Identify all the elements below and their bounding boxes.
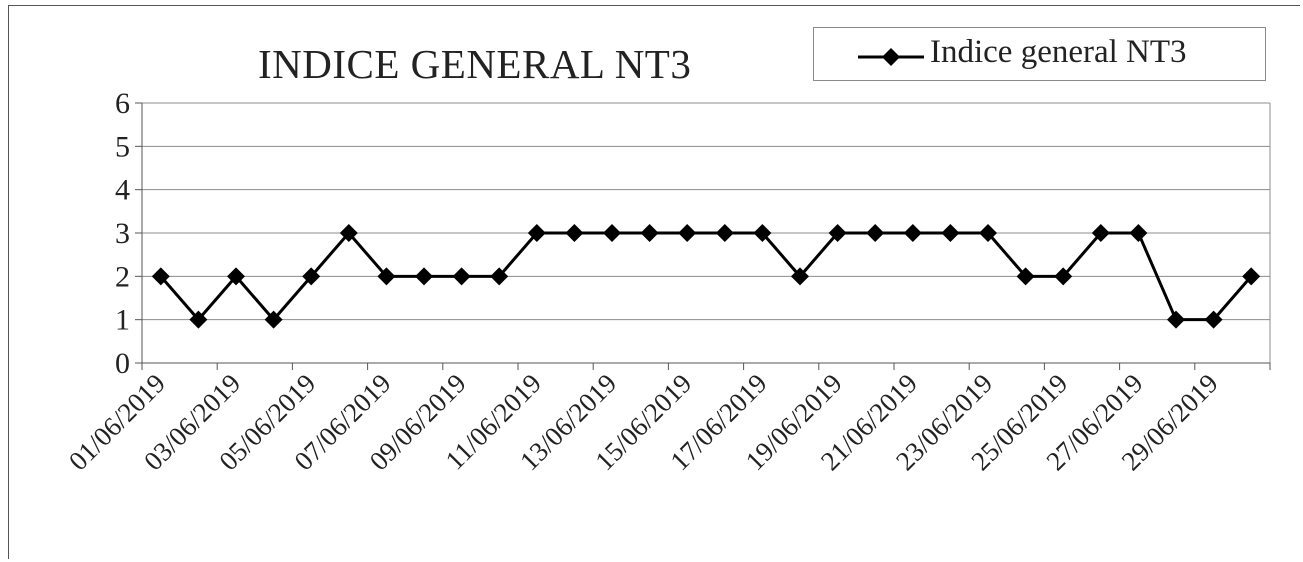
data-point-28-06-2019 bbox=[1167, 310, 1185, 329]
data-point-17-06-2019 bbox=[753, 224, 772, 242]
data-point-04-06-2019 bbox=[264, 310, 283, 329]
chart-frame bbox=[8, 5, 1300, 559]
data-point-29-06-2019 bbox=[1204, 310, 1223, 329]
y-tick-label-6: 6 bbox=[115, 87, 130, 120]
chart-title: INDICE GENERAL NT3 bbox=[258, 41, 692, 87]
data-point-09-06-2019 bbox=[452, 267, 471, 286]
data-point-07-06-2019 bbox=[377, 267, 396, 286]
data-point-25-06-2019 bbox=[1054, 267, 1073, 286]
data-point-20-06-2019 bbox=[866, 224, 885, 242]
legend: Indice general NT3 bbox=[813, 27, 1266, 81]
data-point-10-06-2019 bbox=[490, 267, 509, 286]
data-point-03-06-2019 bbox=[227, 267, 245, 286]
series-line-0 bbox=[159, 231, 1253, 322]
data-point-30-06-2019 bbox=[1242, 267, 1261, 286]
y-tick-label-5: 5 bbox=[115, 130, 130, 163]
data-point-13-06-2019 bbox=[603, 224, 621, 242]
legend-line-marker-icon bbox=[858, 48, 924, 66]
y-tick-label-0: 0 bbox=[115, 347, 130, 380]
data-point-12-06-2019 bbox=[565, 224, 584, 242]
data-point-18-06-2019 bbox=[791, 267, 809, 286]
legend-label: Indice general NT3 bbox=[930, 34, 1187, 70]
data-point-15-06-2019 bbox=[678, 224, 697, 242]
data-point-24-06-2019 bbox=[1016, 267, 1035, 286]
data-point-01-06-2019 bbox=[151, 267, 170, 286]
y-tick-label-4: 4 bbox=[115, 174, 130, 207]
data-point-16-06-2019 bbox=[715, 224, 734, 242]
data-point-19-06-2019 bbox=[828, 224, 847, 242]
data-point-11-06-2019 bbox=[527, 224, 546, 242]
data-point-26-06-2019 bbox=[1091, 224, 1110, 242]
data-point-05-06-2019 bbox=[302, 267, 321, 286]
y-tick-label-1: 1 bbox=[115, 304, 130, 337]
data-point-06-06-2019 bbox=[339, 224, 358, 242]
data-point-08-06-2019 bbox=[415, 267, 433, 286]
data-point-14-06-2019 bbox=[640, 224, 659, 242]
data-point-22-06-2019 bbox=[941, 224, 960, 242]
data-point-02-06-2019 bbox=[189, 310, 208, 329]
data-point-21-06-2019 bbox=[903, 224, 922, 242]
data-point-23-06-2019 bbox=[979, 224, 997, 242]
data-point-27-06-2019 bbox=[1129, 224, 1148, 242]
y-tick-label-2: 2 bbox=[115, 260, 130, 293]
y-tick-label-3: 3 bbox=[115, 217, 130, 250]
